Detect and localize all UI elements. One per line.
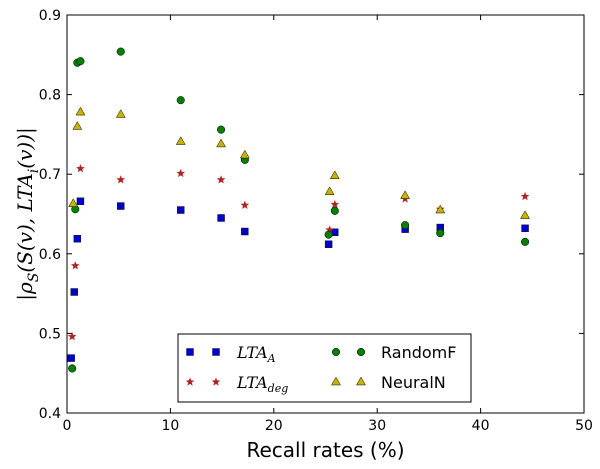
y-tick-label: 0.6 [39,247,61,263]
legend-marker-square [186,348,194,356]
y-axis-label-prefix: |ρ [13,282,38,301]
legend-entry-triangle: NeuralN [331,373,446,392]
legend-marker-star [185,377,195,386]
y-tick-label: 0.7 [39,167,61,183]
axis-ticks: 0 10 20 30 40 50 0.4 0.5 0.6 0.7 0.8 0.9 [39,8,593,434]
data-point-square [73,234,82,243]
x-tick-label: 40 [472,418,490,434]
data-point-star [76,164,85,173]
legend-marker-circle [331,347,341,357]
data-point-circle [521,237,530,246]
data-point-star [176,168,186,178]
data-point-square [177,206,185,214]
legend-label: NeuralN [381,373,446,392]
x-axis-label: Recall rates (%) [246,438,404,462]
data-point-triangle [324,186,335,195]
data-point-circle [76,57,85,66]
data-point-triangle [75,106,86,116]
data-points [67,47,530,373]
series-triangle [68,106,530,219]
data-point-circle [116,47,125,56]
series-circle [68,47,530,373]
legend: LTAA LTAdeg RandomF NeuralN [177,333,472,403]
legend-marker-square [212,348,220,356]
y-axis-label: |ρS(S(v), LTAi(v))| [13,127,42,301]
y-axis-label-middle: (S(v), LTA [13,173,37,272]
data-point-circle [176,96,185,105]
x-tick-label: 30 [368,418,386,434]
data-point-triangle [175,136,186,145]
legend-marker-triangle [331,376,341,386]
legend-box [177,333,472,403]
data-point-square [70,288,78,296]
data-point-triangle [520,210,530,219]
y-axis-label-sub1: S [26,273,42,283]
legend-entries: LTAA LTAdeg RandomF NeuralN [185,343,456,395]
data-point-circle [217,125,226,134]
data-point-circle [324,230,333,239]
legend-label: RandomF [381,343,456,362]
legend-marker-circle [356,347,366,357]
data-point-triangle [239,149,250,159]
data-point-circle [68,364,77,373]
data-point-square [521,224,529,233]
legend-marker-triangle [356,376,366,386]
data-point-star [216,175,226,184]
legend-marker-star [211,377,221,386]
data-point-triangle [400,190,411,199]
legend-label: LTAdeg [236,373,288,395]
series-square [67,197,529,362]
plot-frame [66,14,585,414]
x-tick-label: 10 [161,418,179,434]
legend-entry-square: LTAA [186,343,276,365]
legend-entry-star: LTAdeg [185,373,288,395]
data-point-square [241,227,249,236]
data-point-star [240,200,250,209]
data-point-square [324,240,333,248]
data-point-star [116,175,126,184]
data-point-square [217,214,225,222]
series-star [67,164,530,341]
data-point-triangle [216,138,226,148]
data-point-square [76,197,85,205]
data-point-circle [436,229,445,238]
data-point-star [520,191,530,201]
data-point-triangle [72,121,83,130]
data-point-star [67,331,77,341]
data-point-star [330,199,340,209]
data-point-square [117,202,125,210]
data-point-circle [330,206,339,215]
y-tick-label: 0.8 [39,88,61,104]
y-axis-label-sub2: i [26,169,42,173]
data-point-star [70,261,80,270]
legend-entry-circle: RandomF [331,343,456,362]
data-point-triangle [68,198,79,207]
y-tick-label: 0.4 [39,406,61,422]
legend-label: LTAA [236,343,276,365]
y-tick-label: 0.5 [39,326,61,342]
data-point-square [67,354,75,362]
data-point-triangle [329,170,340,180]
y-axis-label-suffix: (v))| [13,127,38,168]
x-tick-label: 20 [265,418,283,434]
x-tick-label: 0 [63,418,72,434]
data-point-circle [401,221,410,230]
y-tick-label: 0.9 [39,8,61,24]
data-point-triangle [435,204,446,214]
x-tick-label: 50 [575,418,593,434]
data-point-triangle [115,109,126,118]
